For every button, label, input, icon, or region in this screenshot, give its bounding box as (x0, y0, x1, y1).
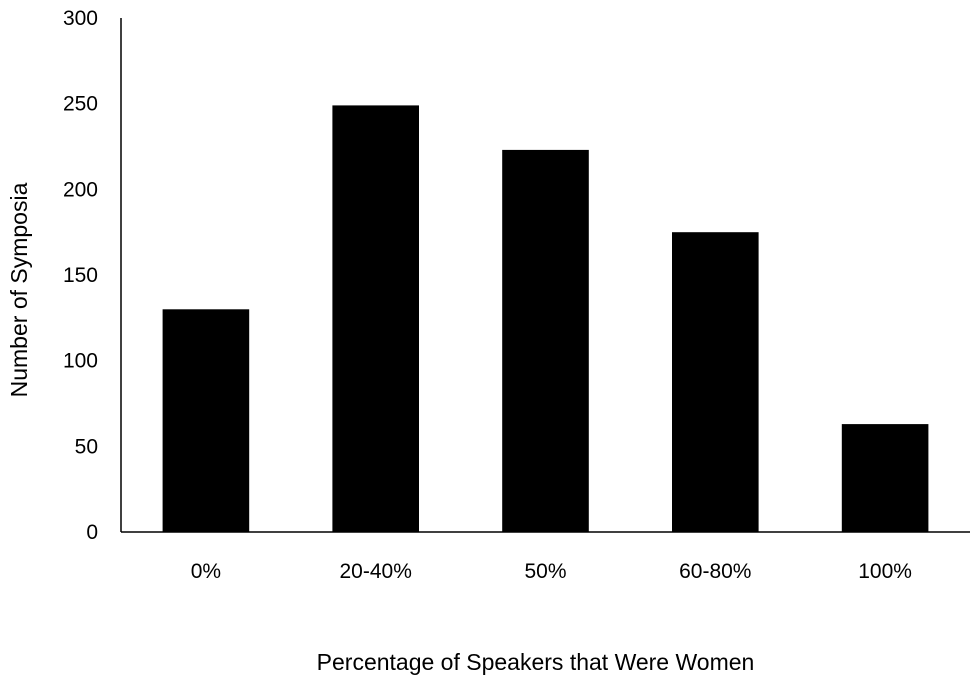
y-tick-label-4: 200 (63, 178, 98, 201)
y-tick-label-6: 300 (63, 7, 98, 30)
x-axis-title: Percentage of Speakers that Were Women (317, 649, 755, 675)
bar-0 (162, 309, 250, 532)
bar-3 (672, 232, 759, 532)
y-tick-label-1: 50 (75, 435, 98, 458)
bars-group (162, 105, 929, 533)
x-category-label-1: 20-40% (340, 560, 412, 583)
bar-2 (502, 149, 589, 532)
x-category-label-4: 100% (858, 560, 912, 583)
x-axis-categories: 0% 20-40% 50% 60-80% 100% (191, 560, 912, 583)
y-tick-label-5: 250 (63, 93, 98, 116)
bar-4 (841, 424, 929, 532)
x-category-label-2: 50% (524, 560, 566, 583)
y-axis-ticks: 0 50 100 150 200 250 300 (63, 7, 98, 544)
x-category-label-3: 60-80% (679, 560, 751, 583)
y-tick-label-0: 0 (86, 521, 98, 544)
y-tick-label-2: 100 (63, 350, 98, 373)
x-category-label-0: 0% (191, 560, 221, 583)
y-tick-label-3: 150 (63, 264, 98, 287)
bar-1 (332, 105, 419, 533)
y-axis-title: Number of Symposia (6, 182, 32, 397)
